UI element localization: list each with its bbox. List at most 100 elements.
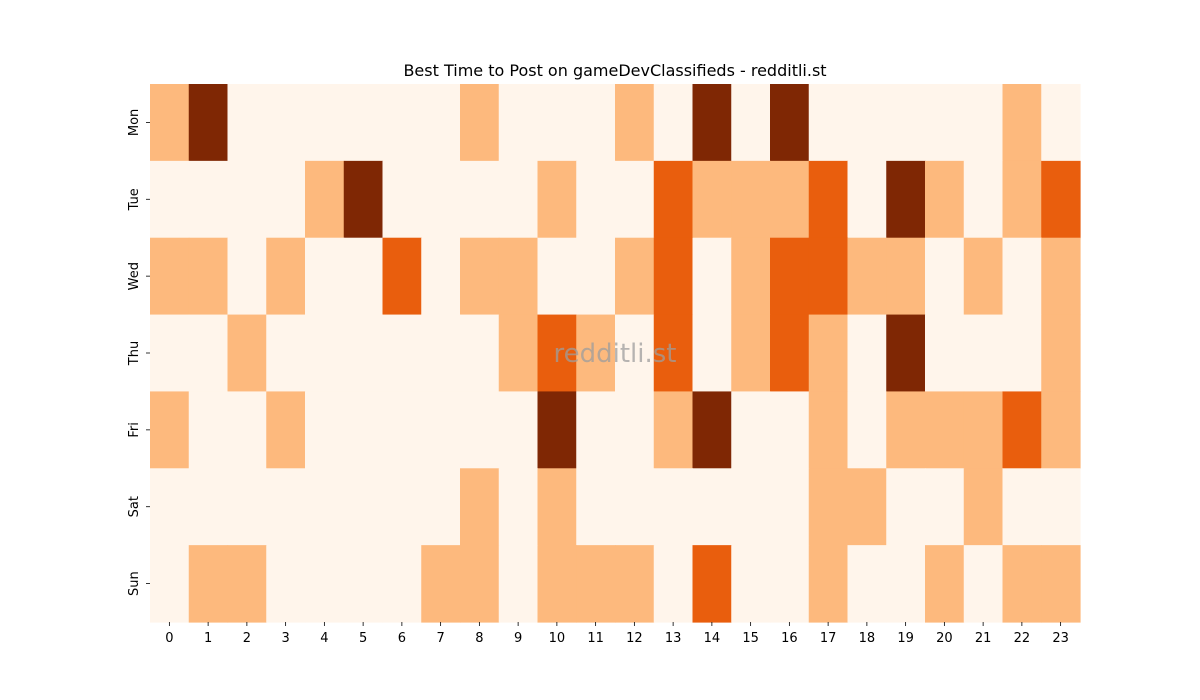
heatmap-cell-wed-15: [731, 237, 771, 316]
heatmap-cell-sat-10: [537, 468, 577, 546]
heatmap-cell-thu-17: [808, 314, 849, 393]
heatmap-cell-tue-1: [188, 160, 229, 239]
heatmap-cell-fri-5: [343, 391, 384, 469]
heatmap-cell-tue-10: [537, 160, 577, 239]
heatmap-cell-sun-17: [808, 545, 849, 623]
heatmap-cell-tue-21: [963, 160, 1004, 239]
heatmap-cell-sat-1: [188, 468, 229, 546]
heatmap-cell-sat-11: [576, 468, 616, 546]
heatmap-cell-sat-9: [498, 468, 539, 546]
heatmap-cell-sun-15: [731, 545, 771, 623]
x-tick-label-1: 1: [204, 631, 212, 646]
heatmap-cell-wed-17: [808, 237, 849, 316]
heatmap-cell-thu-18: [847, 314, 887, 393]
heatmap-cell-fri-15: [731, 391, 771, 469]
y-tick-label-mon: Mon: [127, 109, 142, 136]
x-tick-label-22: 22: [1014, 631, 1031, 646]
heatmap-cell-wed-16: [770, 237, 810, 316]
heatmap-cell-mon-3: [266, 84, 306, 162]
y-tick-label-wed: Wed: [127, 262, 142, 290]
x-tick-label-7: 7: [436, 631, 444, 646]
heatmap-cell-sat-12: [615, 468, 655, 546]
heatmap-cell-sun-12: [615, 545, 655, 623]
heatmap-cell-thu-7: [421, 314, 461, 393]
x-tick-label-2: 2: [243, 631, 251, 646]
heatmap-cell-sun-19: [886, 545, 926, 623]
heatmap-cell-sun-22: [1002, 545, 1042, 623]
heatmap-cell-tue-5: [343, 160, 384, 239]
heatmap-cell-tue-19: [886, 160, 926, 239]
heatmap-cell-sun-8: [460, 545, 500, 623]
heatmap-cell-wed-23: [1041, 237, 1081, 316]
y-tick-label-fri: Fri: [127, 422, 142, 438]
heatmap-cell-wed-0: [150, 237, 190, 316]
heatmap-cell-tue-11: [576, 160, 616, 239]
heatmap-cell-fri-7: [421, 391, 461, 469]
heatmap-cell-mon-12: [615, 84, 655, 162]
heatmap-cell-mon-0: [150, 84, 190, 162]
heatmap-cell-wed-8: [460, 237, 500, 316]
heatmap-cell-mon-7: [421, 84, 461, 162]
heatmap-cell-sat-19: [886, 468, 926, 546]
heatmap-cell-thu-9: [498, 314, 539, 393]
heatmap-cell-mon-5: [343, 84, 384, 162]
heatmap-cell-tue-0: [150, 160, 190, 239]
heatmap-cell-mon-13: [653, 84, 694, 162]
x-tick-label-0: 0: [165, 631, 173, 646]
heatmap-cell-thu-4: [305, 314, 345, 393]
x-tick-label-9: 9: [514, 631, 522, 646]
heatmap-cell-thu-23: [1041, 314, 1081, 393]
heatmap-cell-sun-14: [692, 545, 732, 623]
x-tick-label-4: 4: [320, 631, 328, 646]
heatmap-cell-thu-15: [731, 314, 771, 393]
heatmap-cell-wed-21: [963, 237, 1004, 316]
y-tick-label-sun: Sun: [127, 571, 142, 596]
heatmap-cell-sun-3: [266, 545, 306, 623]
heatmap-cell-wed-11: [576, 237, 616, 316]
heatmap-cell-mon-18: [847, 84, 887, 162]
heatmap-cell-sat-7: [421, 468, 461, 546]
heatmap-cell-fri-18: [847, 391, 887, 469]
heatmap-cell-mon-4: [305, 84, 345, 162]
x-tick-label-13: 13: [665, 631, 682, 646]
heatmap-cell-fri-16: [770, 391, 810, 469]
heatmap-cell-thu-14: [692, 314, 732, 393]
heatmap-cell-mon-16: [770, 84, 810, 162]
heatmap-cell-tue-2: [227, 160, 267, 239]
y-tick-label-thu: Thu: [127, 341, 142, 366]
heatmap-cell-mon-1: [188, 84, 229, 162]
heatmap-cell-fri-8: [460, 391, 500, 469]
heatmap-cell-thu-11: [576, 314, 616, 393]
heatmap-cell-mon-8: [460, 84, 500, 162]
heatmap-cell-wed-19: [886, 237, 926, 316]
heatmap-cell-sat-15: [731, 468, 771, 546]
heatmap-cell-wed-10: [537, 237, 577, 316]
heatmap-cell-thu-16: [770, 314, 810, 393]
heatmap-cell-fri-10: [537, 391, 577, 469]
heatmap-cell-sat-16: [770, 468, 810, 546]
heatmap-cell-wed-4: [305, 237, 345, 316]
heatmap-cell-sat-4: [305, 468, 345, 546]
heatmap-cell-mon-11: [576, 84, 616, 162]
x-tick-label-6: 6: [398, 631, 406, 646]
heatmap-cell-fri-3: [266, 391, 306, 469]
heatmap-cell-sat-18: [847, 468, 887, 546]
heatmap-cell-mon-23: [1041, 84, 1081, 162]
x-tick-label-15: 15: [742, 631, 759, 646]
heatmap-cell-wed-13: [653, 237, 694, 316]
heatmap-cell-sun-2: [227, 545, 267, 623]
x-tick-label-3: 3: [281, 631, 289, 646]
heatmap-cell-sun-13: [653, 545, 694, 623]
y-tick-label-tue: Tue: [127, 188, 142, 211]
heatmap-cell-thu-20: [925, 314, 965, 393]
heatmap-cell-wed-2: [227, 237, 267, 316]
heatmap-cell-sat-20: [925, 468, 965, 546]
heatmap-cell-sat-17: [808, 468, 849, 546]
heatmap-cell-sat-14: [692, 468, 732, 546]
heatmap-cell-fri-4: [305, 391, 345, 469]
heatmap-cell-tue-3: [266, 160, 306, 239]
heatmap-cell-sun-4: [305, 545, 345, 623]
heatmap-cell-thu-10: [537, 314, 577, 393]
heatmap-cell-fri-21: [963, 391, 1004, 469]
